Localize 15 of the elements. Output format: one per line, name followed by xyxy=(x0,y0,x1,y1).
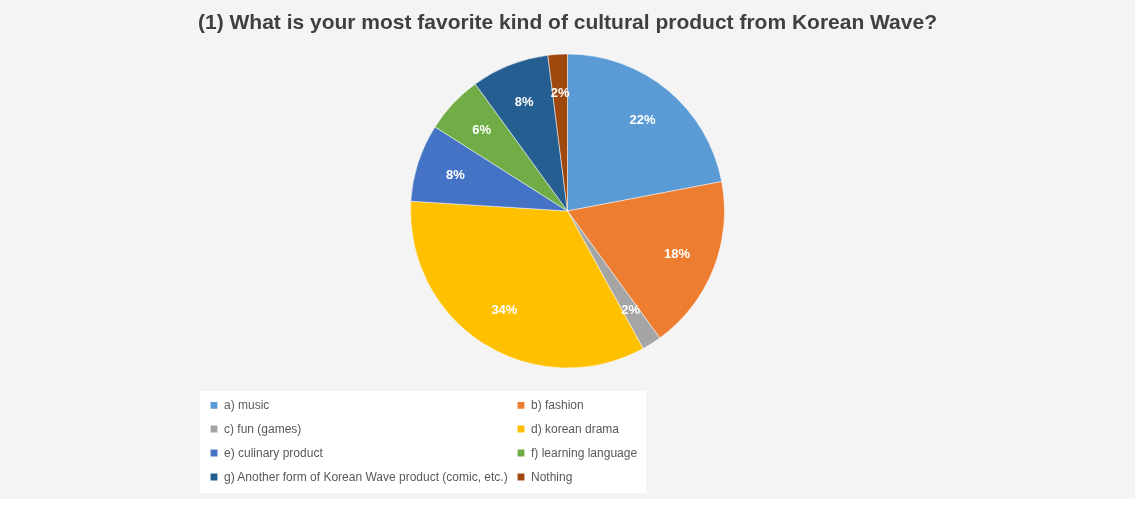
legend-label: e) culinary product xyxy=(224,446,324,460)
legend-label: c) fun (games) xyxy=(224,422,302,436)
chart-title: (1) What is your most favorite kind of cultural product from Korean Wave? xyxy=(198,10,937,33)
data-label: 8% xyxy=(446,166,466,182)
data-label: 34% xyxy=(491,302,518,318)
data-label: 18% xyxy=(663,246,691,262)
legend-label: b) fashion xyxy=(531,398,584,413)
legend-label: f) learning language xyxy=(531,446,638,460)
legend-label: d) korean drama xyxy=(531,422,620,436)
legend-label: a) music xyxy=(224,398,270,413)
data-label: 22% xyxy=(629,112,656,128)
legend-label: Nothing xyxy=(531,470,573,484)
data-label: 6% xyxy=(472,122,492,138)
data-label: 8% xyxy=(514,93,534,109)
legend-label: g) Another form of Korean Wave product (comic, etc.) xyxy=(224,470,508,484)
